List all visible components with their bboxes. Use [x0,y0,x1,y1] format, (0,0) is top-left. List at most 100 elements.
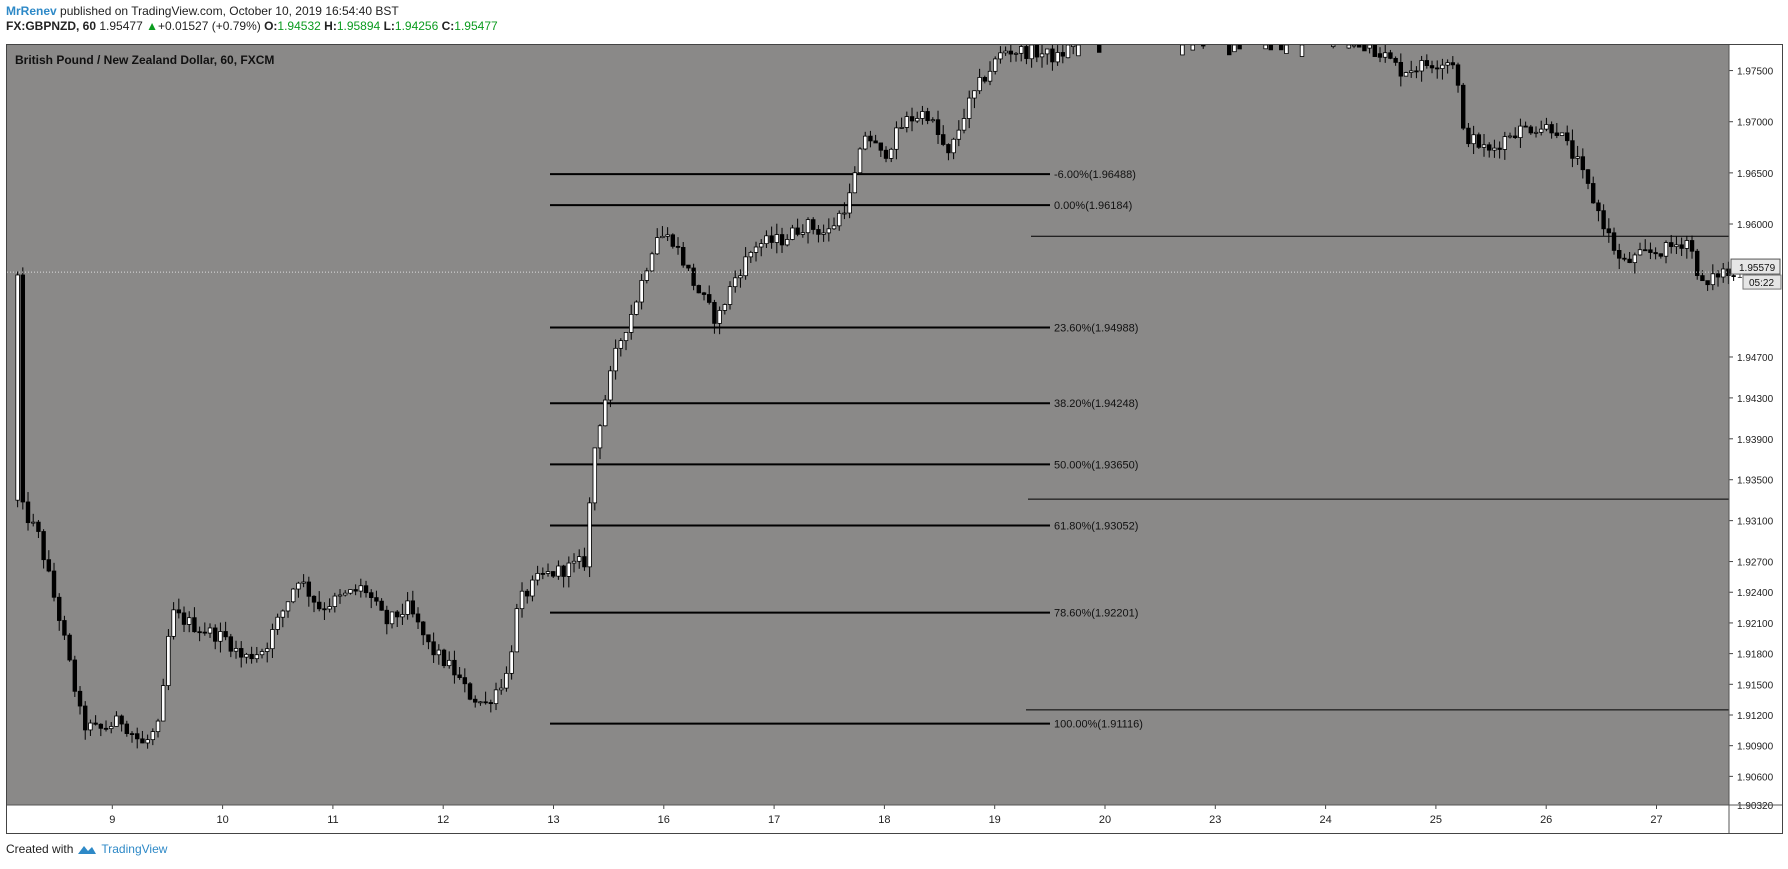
candle-body [764,235,769,245]
candle-body [691,267,696,286]
candle-body [899,127,904,129]
candle-body [1502,136,1508,150]
candle-body [987,70,993,82]
candle-body [1585,169,1591,184]
price-axis[interactable]: 1.975001.970001.965001.960001.955101.947… [1729,67,1782,812]
candle-body [25,501,31,524]
author-link[interactable]: MrRenev [6,4,57,18]
candle-body [233,648,239,652]
candle-body [1409,70,1414,73]
fib-level-label: 78.60%(1.92201) [1054,608,1138,620]
published-text: published on TradingView.com, October 10… [60,4,399,18]
time-tick-label: 24 [1319,814,1331,826]
candle-body [1346,45,1352,49]
candle-body [889,148,894,159]
candle-body [1357,45,1362,48]
candle-body [88,722,93,731]
candle-body [46,559,52,572]
candle-body [41,531,46,561]
candle-body [327,606,332,610]
open-label: O: [264,19,278,33]
candle-body [1601,210,1606,230]
time-tick-label: 19 [989,814,1001,826]
candle-body [31,521,36,524]
candle-body [993,58,998,72]
price-tick-label: 1.92100 [1737,619,1774,630]
candle-body [426,634,431,643]
candle-body [467,683,473,700]
candle-body [1367,45,1372,49]
chart-frame[interactable]: -6.00%(1.96488) 0.00%(1.96184) 23.60%(1.94… [6,44,1783,834]
candle-body [821,232,826,235]
candle-body [930,119,936,122]
candle-body [254,654,260,660]
candle-body [681,247,686,266]
candle-body [452,659,457,676]
candle-body [270,629,275,650]
high-value: 1.95894 [336,19,381,33]
fib-level-label: 38.20%(1.94248) [1054,398,1138,410]
candle-body [972,90,977,99]
candle-body [93,722,98,725]
candle-body [1575,156,1580,159]
candle-body [166,635,171,687]
tradingview-logo-icon [78,846,97,854]
candle-body [618,340,624,349]
candle-body [249,653,254,660]
candle-body [1435,67,1440,70]
candle-body [265,648,270,652]
candle-body [1398,62,1404,77]
candle-body [701,292,707,295]
candle-body [202,631,208,634]
candle-body [374,597,379,602]
price-tick-label: 1.93900 [1737,435,1774,446]
candle-body [717,310,722,324]
candle-body [1731,275,1736,278]
time-tick-label: 27 [1650,814,1662,826]
candle-body [1492,147,1497,151]
candle-body [389,611,395,625]
tradingview-brand[interactable]: TradingView [101,842,168,856]
candle-body [1414,70,1419,73]
candle-body [1450,62,1456,66]
plot-background [7,45,1729,805]
candle-body [1674,244,1679,247]
time-tick-label: 9 [109,814,115,826]
current-price-box [1730,258,1781,275]
candle-body [873,140,878,144]
candle-body [727,286,733,305]
price-chart[interactable]: -6.00%(1.96488) 0.00%(1.96184) 23.60%(1.94… [7,45,1782,833]
time-tick-label: 23 [1209,814,1221,826]
candle-body [535,573,540,581]
candle-body [103,727,109,730]
candle-body [571,560,577,564]
candle-body [1715,273,1721,278]
candle-body [77,690,83,707]
current-price-label: 1.95579 [1739,263,1776,274]
time-axis[interactable]: 9 10 11 12 13 16 17 18 19 20 23 24 25 26 27 [109,805,1663,826]
candle-body [109,726,114,730]
price-tick-label: 1.94700 [1737,353,1774,364]
candle-body [421,621,426,636]
candle-body [545,571,551,574]
candle-body [223,631,228,638]
candle-body [1663,242,1669,257]
candle-body [639,280,644,303]
candle-body [337,594,343,597]
candle-body [62,620,67,636]
candle-body [774,234,780,243]
candle-body [83,705,88,731]
candle-body [395,611,400,618]
candle-body [514,608,520,653]
candle-body [670,234,676,247]
candle-body [1097,45,1102,53]
price-tick-label: 1.96500 [1737,169,1774,180]
candle-body [140,738,145,744]
candle-body [67,634,72,661]
candle-body [904,116,910,128]
candle-body [977,77,982,92]
quote-line: FX:GBPNZD, 60 1.95477 ▲+0.01527 (+0.79%)… [6,19,498,34]
candle-body [785,239,790,246]
candle-body [135,733,140,740]
candle-body [1060,52,1066,57]
